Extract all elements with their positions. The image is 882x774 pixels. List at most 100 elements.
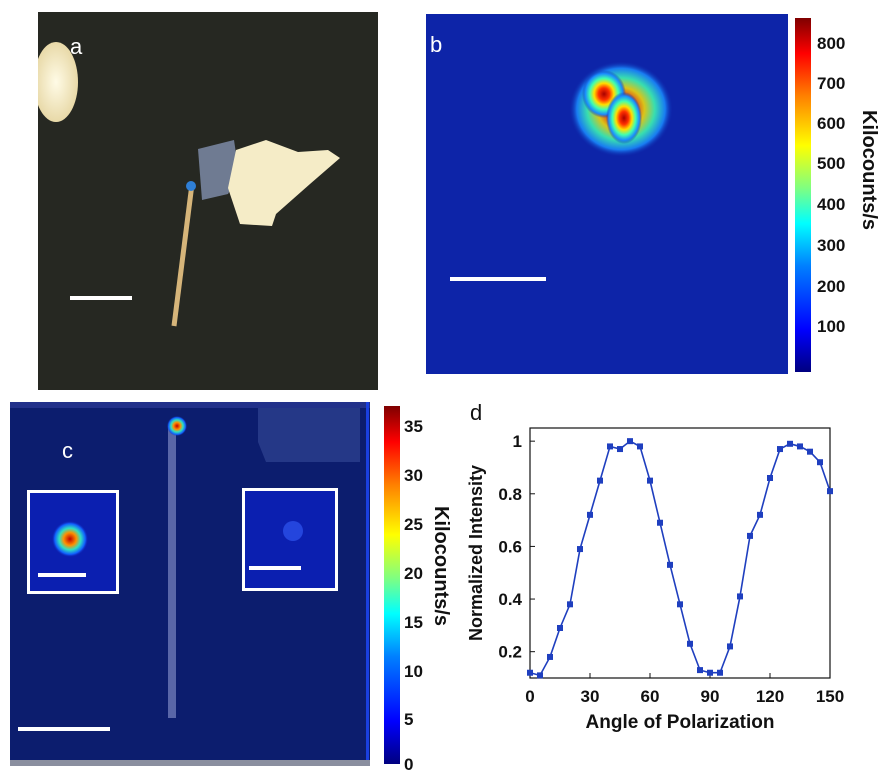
x-tick-label: 120 (756, 687, 784, 706)
map-bottom-edge (10, 760, 370, 766)
data-point (707, 669, 713, 676)
x-tick-label: 30 (581, 687, 600, 706)
data-point (587, 511, 593, 518)
data-point (557, 625, 563, 631)
y-tick-label: 0.2 (498, 643, 522, 662)
data-point (537, 672, 543, 679)
data-points (527, 438, 833, 679)
data-point (727, 643, 733, 650)
data-point (567, 601, 573, 608)
y-tick-label: 0.4 (498, 590, 522, 609)
data-point (677, 601, 683, 608)
polarization-chart: 0.2 0.4 0.6 0.8 1 0 30 60 90 120 150 Angle of Pol… (466, 427, 844, 733)
panel-label-b: b (430, 32, 443, 57)
panel-c-edge (366, 402, 369, 760)
data-point (607, 443, 613, 450)
y-axis-label: Normalized Intensity (466, 465, 486, 641)
colorbar-c-tick: 35 (404, 417, 423, 436)
x-tick-label: 150 (816, 687, 844, 706)
data-point (747, 532, 753, 539)
colorbar-b-tick: 400 (817, 195, 846, 214)
data-point (767, 475, 773, 481)
data-point (597, 477, 603, 484)
inset-spot-on-peak (52, 521, 88, 557)
x-axis-label: Angle of Polarization (586, 712, 775, 733)
x-tick-label: 0 (525, 687, 534, 706)
micrograph-image (38, 42, 340, 327)
data-point (757, 511, 763, 518)
y-tick-label: 0.6 (498, 537, 522, 556)
data-point (777, 446, 783, 453)
wire-tip (186, 181, 196, 191)
colorbar-b-tick: 600 (817, 114, 846, 133)
colorbar-c-tick: 15 (404, 613, 423, 632)
nanowire-shadow (168, 426, 176, 718)
data-point (627, 438, 633, 445)
colorbar-b-title: Kilocounts/s (858, 110, 880, 231)
data-point (637, 443, 643, 450)
colorbar-c-tick: 5 (404, 710, 414, 729)
scale-bar-c (18, 727, 110, 731)
metal-flake (228, 140, 340, 226)
panel-label-c: c (62, 438, 73, 463)
data-point (657, 519, 663, 526)
inset-spot-on (27, 490, 119, 594)
pl-map-image (569, 61, 673, 157)
map-top-edge (10, 402, 370, 408)
x-ticks: 0 30 60 90 120 150 (525, 673, 844, 706)
inset-spot-off-peak (283, 521, 303, 541)
colorbar-b-tick: 200 (817, 277, 846, 296)
data-point (547, 653, 553, 660)
data-point (527, 669, 533, 676)
colorbar-c (384, 406, 400, 764)
data-point (647, 477, 653, 484)
inset-spot-on-image (52, 521, 88, 557)
x-tick-label: 90 (701, 687, 720, 706)
data-point (687, 640, 693, 647)
data-point (667, 561, 673, 568)
colorbar-b-tick: 800 (817, 34, 846, 53)
colorbar-c-tick: 20 (404, 564, 423, 583)
x-tick-label: 60 (641, 687, 660, 706)
data-point (697, 667, 703, 674)
scale-bar-a (70, 296, 132, 300)
scale-bar-b (450, 277, 546, 281)
colorbar-b-tick: 100 (817, 317, 846, 336)
y-ticks: 0.2 0.4 0.6 0.8 1 (498, 432, 535, 662)
colorbar-c-tick: 0 (404, 755, 414, 774)
colorbar-b-tick: 300 (817, 236, 846, 255)
panel-label-d: d (470, 400, 483, 425)
data-point (807, 448, 813, 455)
colorbar-b-tick: 700 (817, 74, 846, 93)
flake-corner (38, 42, 78, 122)
data-point (817, 459, 823, 466)
panel-label-a: a (70, 34, 83, 59)
series-line (529, 440, 831, 677)
data-point (577, 546, 583, 553)
wire-end-spot (167, 416, 187, 436)
colorbar-c-tick: 10 (404, 662, 423, 681)
y-tick-label: 0.8 (498, 485, 522, 504)
scale-bar-inset-on (38, 573, 86, 577)
inset-spot-off-image (283, 521, 303, 541)
panel-c-wire-map: c (10, 402, 370, 766)
colorbar-c-title: Kilocounts/s (430, 506, 452, 627)
data-point (827, 488, 833, 495)
colorbar-c-tick: 30 (404, 466, 423, 485)
colorbar-b-tick: 500 (817, 154, 846, 173)
data-point (787, 440, 793, 447)
nanowire (171, 183, 195, 327)
wire-map-image (10, 402, 370, 766)
panel-b-pl-map: b (426, 14, 788, 374)
colorbar-b (795, 18, 811, 372)
inset-spot-off (242, 488, 338, 591)
pl-spot-2 (606, 92, 642, 144)
scale-bar-inset-off (249, 566, 301, 570)
flake-shadow (258, 408, 360, 462)
colorbar-c-tick: 25 (404, 515, 423, 534)
panel-a-micrograph: a (38, 12, 378, 390)
data-point (717, 669, 723, 676)
data-point (617, 446, 623, 453)
y-tick-label: 1 (513, 432, 522, 451)
data-point (797, 443, 803, 450)
